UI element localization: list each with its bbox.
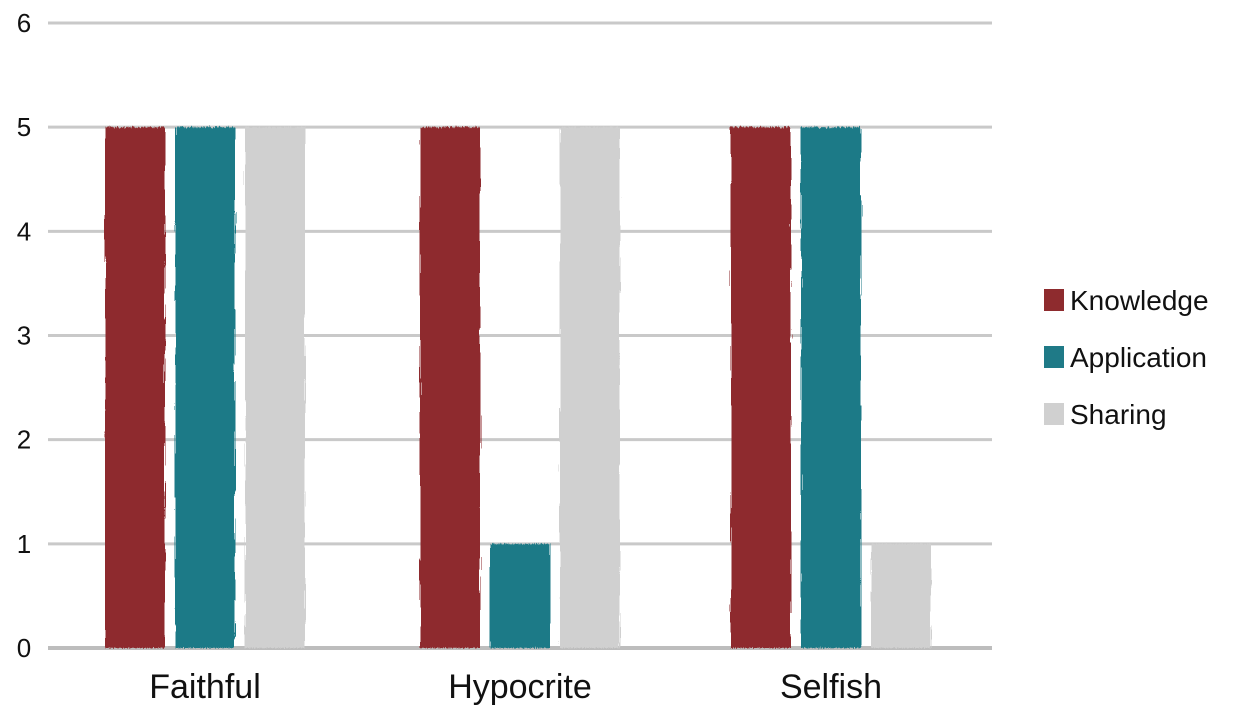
y-axis-tick-labels: 0 1 2 3 4 5 6	[17, 8, 31, 663]
bar-sharing-hypocrite	[560, 127, 620, 648]
bars	[105, 127, 931, 648]
y-tick-label: 2	[17, 425, 31, 455]
legend-label-sharing: Sharing	[1070, 399, 1167, 430]
legend-swatch-knowledge	[1044, 289, 1064, 311]
bar-sharing-selfish	[871, 543, 931, 648]
bar-knowledge-selfish	[731, 127, 791, 648]
legend-swatch-application	[1044, 346, 1064, 368]
bar-application-selfish	[801, 127, 861, 648]
y-tick-label: 1	[17, 529, 31, 559]
bar-knowledge-faithful	[105, 127, 165, 648]
y-tick-label: 5	[17, 112, 31, 142]
y-tick-label: 6	[17, 8, 31, 38]
y-tick-label: 3	[17, 321, 31, 351]
x-axis-category-labels: Faithful Hypocrite Selfish	[149, 668, 882, 706]
legend: Knowledge Application Sharing	[1044, 285, 1209, 430]
bar-application-faithful	[175, 127, 235, 648]
y-tick-label: 0	[17, 633, 31, 663]
legend-label-knowledge: Knowledge	[1070, 285, 1209, 316]
legend-swatch-sharing	[1044, 403, 1064, 425]
bar-sharing-faithful	[245, 127, 305, 648]
x-category-label: Selfish	[780, 668, 882, 706]
x-category-label: Hypocrite	[448, 668, 592, 706]
y-tick-label: 4	[17, 216, 31, 246]
bar-knowledge-hypocrite	[420, 127, 480, 648]
bar-application-hypocrite	[490, 543, 550, 648]
legend-label-application: Application	[1070, 342, 1207, 373]
x-category-label: Faithful	[149, 668, 261, 706]
